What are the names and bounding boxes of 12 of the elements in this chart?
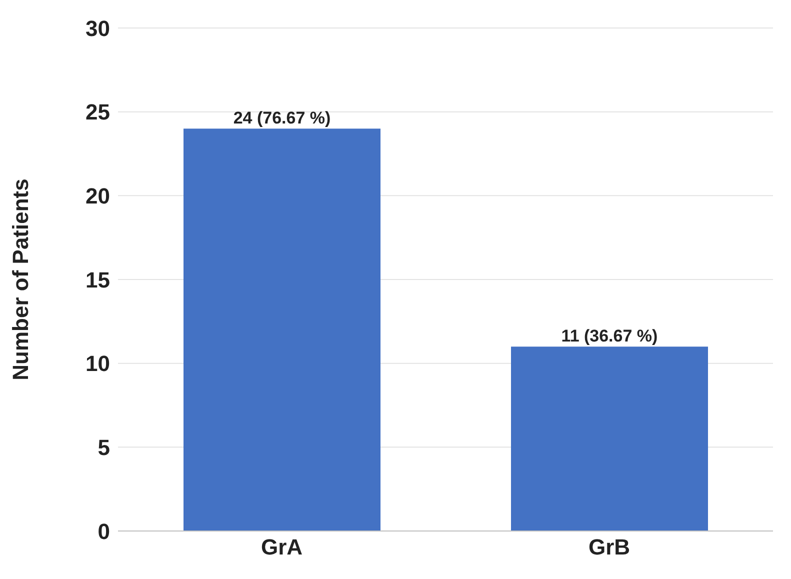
y-tick-label: 25: [86, 100, 110, 125]
x-tick-label: GrA: [260, 534, 303, 560]
data-label: 11 (36.67 %): [561, 326, 658, 346]
y-tick-label: 30: [86, 16, 110, 41]
x-tick-label: GrB: [588, 534, 630, 560]
y-tick-label: 10: [86, 351, 110, 376]
y-tick-label: 0: [98, 518, 110, 544]
data-label: 24 (76.67 %): [233, 108, 331, 128]
y-tick-label: 20: [86, 183, 110, 208]
y-tick-label: 5: [98, 434, 110, 460]
y-axis-title: Number of Patients: [8, 178, 33, 380]
y-tick-label: 15: [86, 267, 110, 292]
